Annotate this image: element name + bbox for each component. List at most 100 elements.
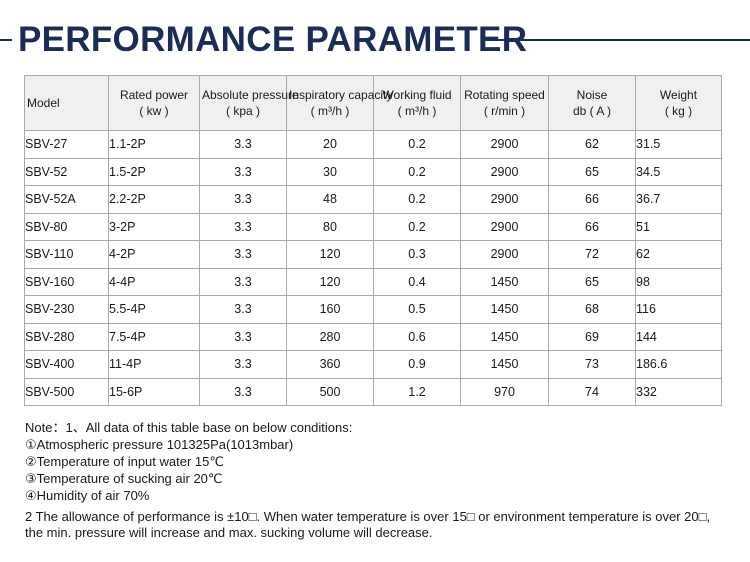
cell-model: SBV-52A [24,185,109,214]
table-row: SBV-160 4-4P 3.3 120 0.4 1450 65 98 [24,267,722,296]
cell-inspiratory-capacity: 80 [286,212,374,241]
cell-absolute-pressure: 3.3 [199,295,287,324]
cell-absolute-pressure: 3.3 [199,157,287,186]
cell-weight: 62 [635,240,722,269]
note-line: ②Temperature of input water 15℃ [25,454,224,469]
cell-absolute-pressure: 3.3 [199,212,287,241]
cell-working-fluid: 0.9 [373,350,461,379]
cell-model: SBV-110 [24,240,109,269]
table-row: SBV-230 5.5-4P 3.3 160 0.5 1450 68 116 [24,295,722,324]
table-row: SBV-500 15-6P 3.3 500 1.2 970 74 332 [24,377,722,406]
header-label: Rated power [119,88,189,102]
cell-noise: 66 [548,185,636,214]
page-title: PERFORMANCE PARAMETER [18,20,528,59]
cell-noise: 62 [548,130,636,159]
cell-inspiratory-capacity: 500 [286,377,374,406]
cell-rotating-speed: 1450 [460,322,549,351]
note-line: ④Humidity of air 70% [25,488,150,503]
cell-rated-power: 11-4P [108,350,200,379]
header-label: Model [27,96,60,110]
cell-noise: 68 [548,295,636,324]
header-unit: ( kw ) [139,104,169,118]
cell-working-fluid: 0.5 [373,295,461,324]
title-rule-left [0,39,12,41]
cell-rotating-speed: 1450 [460,350,549,379]
cell-absolute-pressure: 3.3 [199,377,287,406]
note-line: Note：1、All data of this table base on be… [25,420,353,435]
cell-rated-power: 1.1-2P [108,130,200,159]
cell-inspiratory-capacity: 48 [286,185,374,214]
table-row: SBV-80 3-2P 3.3 80 0.2 2900 66 51 [24,212,722,241]
header-absolute-pressure: Absolute pressure ( kpa ) [199,75,299,131]
cell-absolute-pressure: 3.3 [199,130,287,159]
header-unit: db ( A ) [572,104,612,118]
cell-rated-power: 5.5-4P [108,295,200,324]
cell-absolute-pressure: 3.3 [199,322,287,351]
cell-weight: 36.7 [635,185,722,214]
cell-working-fluid: 0.2 [373,130,461,159]
title-bar: PERFORMANCE PARAMETER [0,20,750,60]
header-working-fluid: Working fluid ( m³/h ) [373,75,461,131]
cell-inspiratory-capacity: 20 [286,130,374,159]
note-conditions: Note：1、All data of this table base on be… [25,419,725,504]
cell-inspiratory-capacity: 160 [286,295,374,324]
cell-rotating-speed: 2900 [460,240,549,269]
note-line: ①Atmospheric pressure 101325Pa(1013mbar) [25,437,294,452]
cell-weight: 116 [635,295,722,324]
cell-inspiratory-capacity: 280 [286,322,374,351]
header-noise: Noise db ( A ) [548,75,636,131]
cell-model: SBV-160 [24,267,109,296]
table-row: SBV-280 7.5-4P 3.3 280 0.6 1450 69 144 [24,322,722,351]
cell-working-fluid: 0.4 [373,267,461,296]
cell-noise: 72 [548,240,636,269]
cell-model: SBV-280 [24,322,109,351]
cell-inspiratory-capacity: 120 [286,240,374,269]
cell-model: SBV-230 [24,295,109,324]
notes-section: Note：1、All data of this table base on be… [25,419,725,541]
table-row: SBV-400 11-4P 3.3 360 0.9 1450 73 186.6 [24,350,722,379]
cell-rotating-speed: 2900 [460,130,549,159]
note-line: ③Temperature of sucking air 20℃ [25,471,223,486]
cell-rated-power: 4-2P [108,240,200,269]
cell-noise: 65 [548,157,636,186]
header-rated-power: Rated power ( kw ) [108,75,200,131]
cell-working-fluid: 0.3 [373,240,461,269]
cell-model: SBV-27 [24,130,109,159]
cell-rotating-speed: 1450 [460,295,549,324]
performance-table: Model Rated power ( kw ) Absolute pressure (… [24,75,722,406]
header-rotating-speed: Rotating speed ( r/min ) [460,75,549,131]
cell-weight: 34.5 [635,157,722,186]
table-body: SBV-27 1.1-2P 3.3 20 0.2 2900 62 31.5 SBV-52 1.5-… [24,130,722,406]
header-unit: ( m³/h ) [310,104,350,118]
cell-weight: 186.6 [635,350,722,379]
cell-noise: 74 [548,377,636,406]
title-rule-right [482,39,750,41]
cell-noise: 73 [548,350,636,379]
table-row: SBV-27 1.1-2P 3.3 20 0.2 2900 62 31.5 [24,130,722,159]
cell-inspiratory-capacity: 30 [286,157,374,186]
cell-weight: 144 [635,322,722,351]
header-unit: ( kpa ) [225,104,260,118]
cell-rated-power: 2.2-2P [108,185,200,214]
header-inspiratory-capacity: Inspiratory capacity ( m³/h ) [286,75,393,131]
header-label: Working fluid [382,88,452,102]
cell-weight: 98 [635,267,722,296]
cell-noise: 66 [548,212,636,241]
cell-rated-power: 3-2P [108,212,200,241]
table-row: SBV-52A 2.2-2P 3.3 48 0.2 2900 66 36.7 [24,185,722,214]
cell-weight: 332 [635,377,722,406]
note-allowance: 2 The allowance of performance is ±10□. … [25,509,711,540]
cell-rated-power: 15-6P [108,377,200,406]
cell-inspiratory-capacity: 120 [286,267,374,296]
cell-noise: 69 [548,322,636,351]
header-unit: ( m³/h ) [397,104,437,118]
header-unit: ( kg ) [664,104,693,118]
header-label: Inspiratory capacity [289,88,393,102]
cell-weight: 31.5 [635,130,722,159]
cell-absolute-pressure: 3.3 [199,267,287,296]
cell-rotating-speed: 2900 [460,185,549,214]
header-label: Rotating speed [464,88,545,102]
table-row: SBV-52 1.5-2P 3.3 30 0.2 2900 65 34.5 [24,157,722,186]
cell-rotating-speed: 970 [460,377,549,406]
header-label: Weight [659,88,698,102]
